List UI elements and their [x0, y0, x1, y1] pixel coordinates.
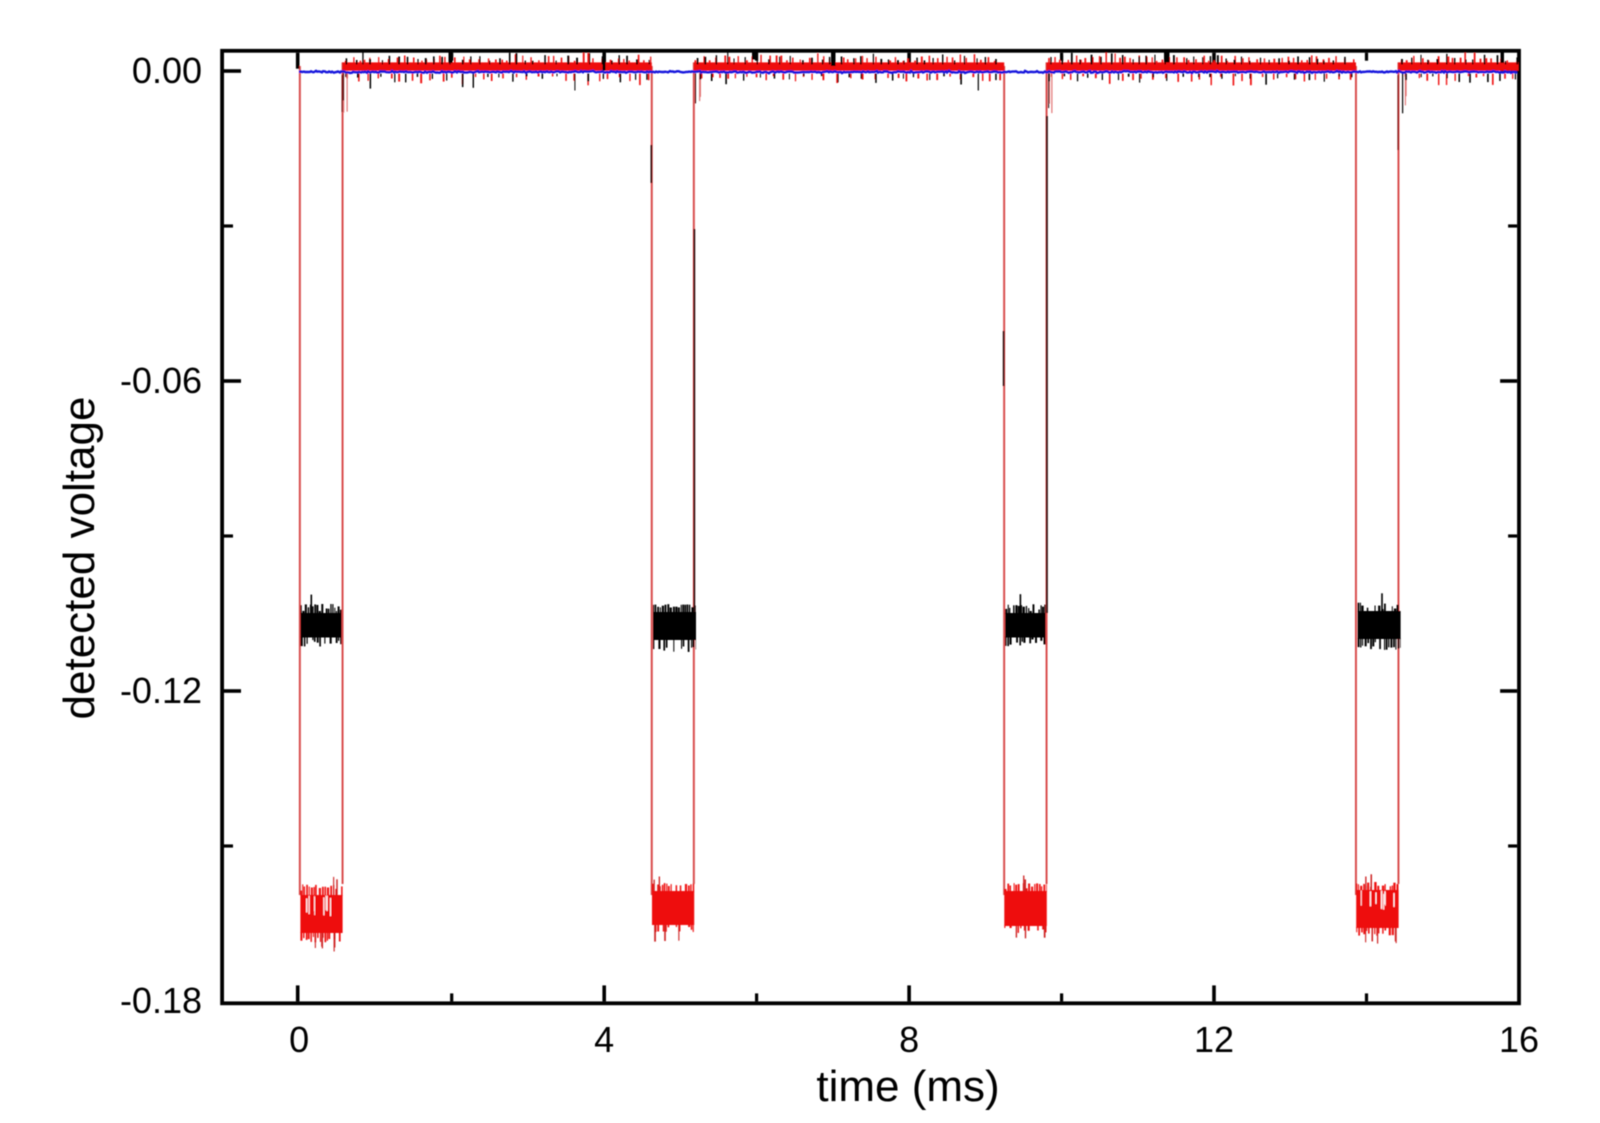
svg-text:12: 12 — [1194, 1019, 1234, 1060]
svg-text:0: 0 — [289, 1019, 309, 1060]
svg-text:-0.12: -0.12 — [120, 670, 202, 711]
svg-text:time (ms): time (ms) — [816, 1062, 999, 1111]
svg-text:16: 16 — [1499, 1019, 1539, 1060]
svg-text:8: 8 — [899, 1019, 919, 1060]
svg-text:4: 4 — [594, 1019, 614, 1060]
svg-text:detected voltage: detected voltage — [55, 397, 104, 720]
svg-text:-0.18: -0.18 — [120, 980, 202, 1021]
svg-text:0.00: 0.00 — [132, 50, 202, 91]
svg-text:-0.06: -0.06 — [120, 360, 202, 401]
